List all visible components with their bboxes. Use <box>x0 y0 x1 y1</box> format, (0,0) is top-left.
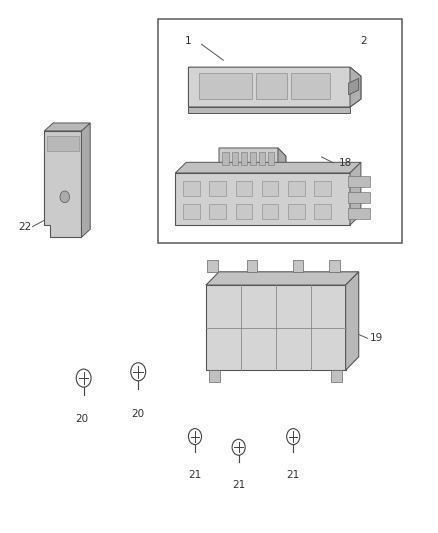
Bar <box>288 204 304 219</box>
Polygon shape <box>44 123 90 131</box>
Bar <box>158 19 403 243</box>
Bar <box>314 204 331 219</box>
Bar <box>247 260 257 272</box>
Bar <box>209 204 226 219</box>
Bar <box>348 192 370 203</box>
Text: 20: 20 <box>75 414 88 424</box>
Bar <box>241 152 247 165</box>
Bar <box>199 73 252 99</box>
Bar <box>293 260 304 272</box>
Bar <box>329 260 340 272</box>
Text: 21: 21 <box>232 480 245 490</box>
Polygon shape <box>81 123 90 237</box>
Bar <box>207 260 218 272</box>
Polygon shape <box>44 131 81 237</box>
Polygon shape <box>349 78 359 95</box>
Text: 2: 2 <box>360 36 367 45</box>
Circle shape <box>60 191 70 203</box>
Polygon shape <box>188 107 350 114</box>
Bar <box>314 181 331 196</box>
Text: 21: 21 <box>286 470 300 480</box>
Polygon shape <box>188 67 361 107</box>
Polygon shape <box>278 148 286 168</box>
Bar <box>268 152 275 165</box>
Polygon shape <box>350 67 361 107</box>
Text: 18: 18 <box>339 158 352 168</box>
Bar <box>209 370 220 382</box>
Polygon shape <box>175 163 361 173</box>
Bar <box>256 73 287 99</box>
Bar <box>223 152 229 165</box>
Polygon shape <box>350 163 361 225</box>
Bar <box>183 204 200 219</box>
Polygon shape <box>219 148 286 168</box>
Bar <box>262 181 279 196</box>
Bar <box>232 152 238 165</box>
Bar <box>262 204 279 219</box>
Text: 19: 19 <box>370 333 383 343</box>
Bar <box>175 173 350 225</box>
Bar <box>259 152 265 165</box>
Bar <box>348 208 370 219</box>
Polygon shape <box>346 272 359 370</box>
Bar <box>209 181 226 196</box>
Bar <box>46 136 79 151</box>
Bar <box>183 181 200 196</box>
Text: 22: 22 <box>18 222 32 232</box>
Bar <box>348 176 370 187</box>
Bar <box>236 181 252 196</box>
Bar <box>288 181 304 196</box>
Text: 20: 20 <box>132 409 145 419</box>
Bar <box>236 204 252 219</box>
Polygon shape <box>206 272 359 285</box>
Text: 1: 1 <box>185 36 192 45</box>
Bar <box>250 152 256 165</box>
Bar <box>331 370 342 382</box>
Bar <box>206 285 346 370</box>
Bar <box>291 73 330 99</box>
Text: 21: 21 <box>188 470 201 480</box>
